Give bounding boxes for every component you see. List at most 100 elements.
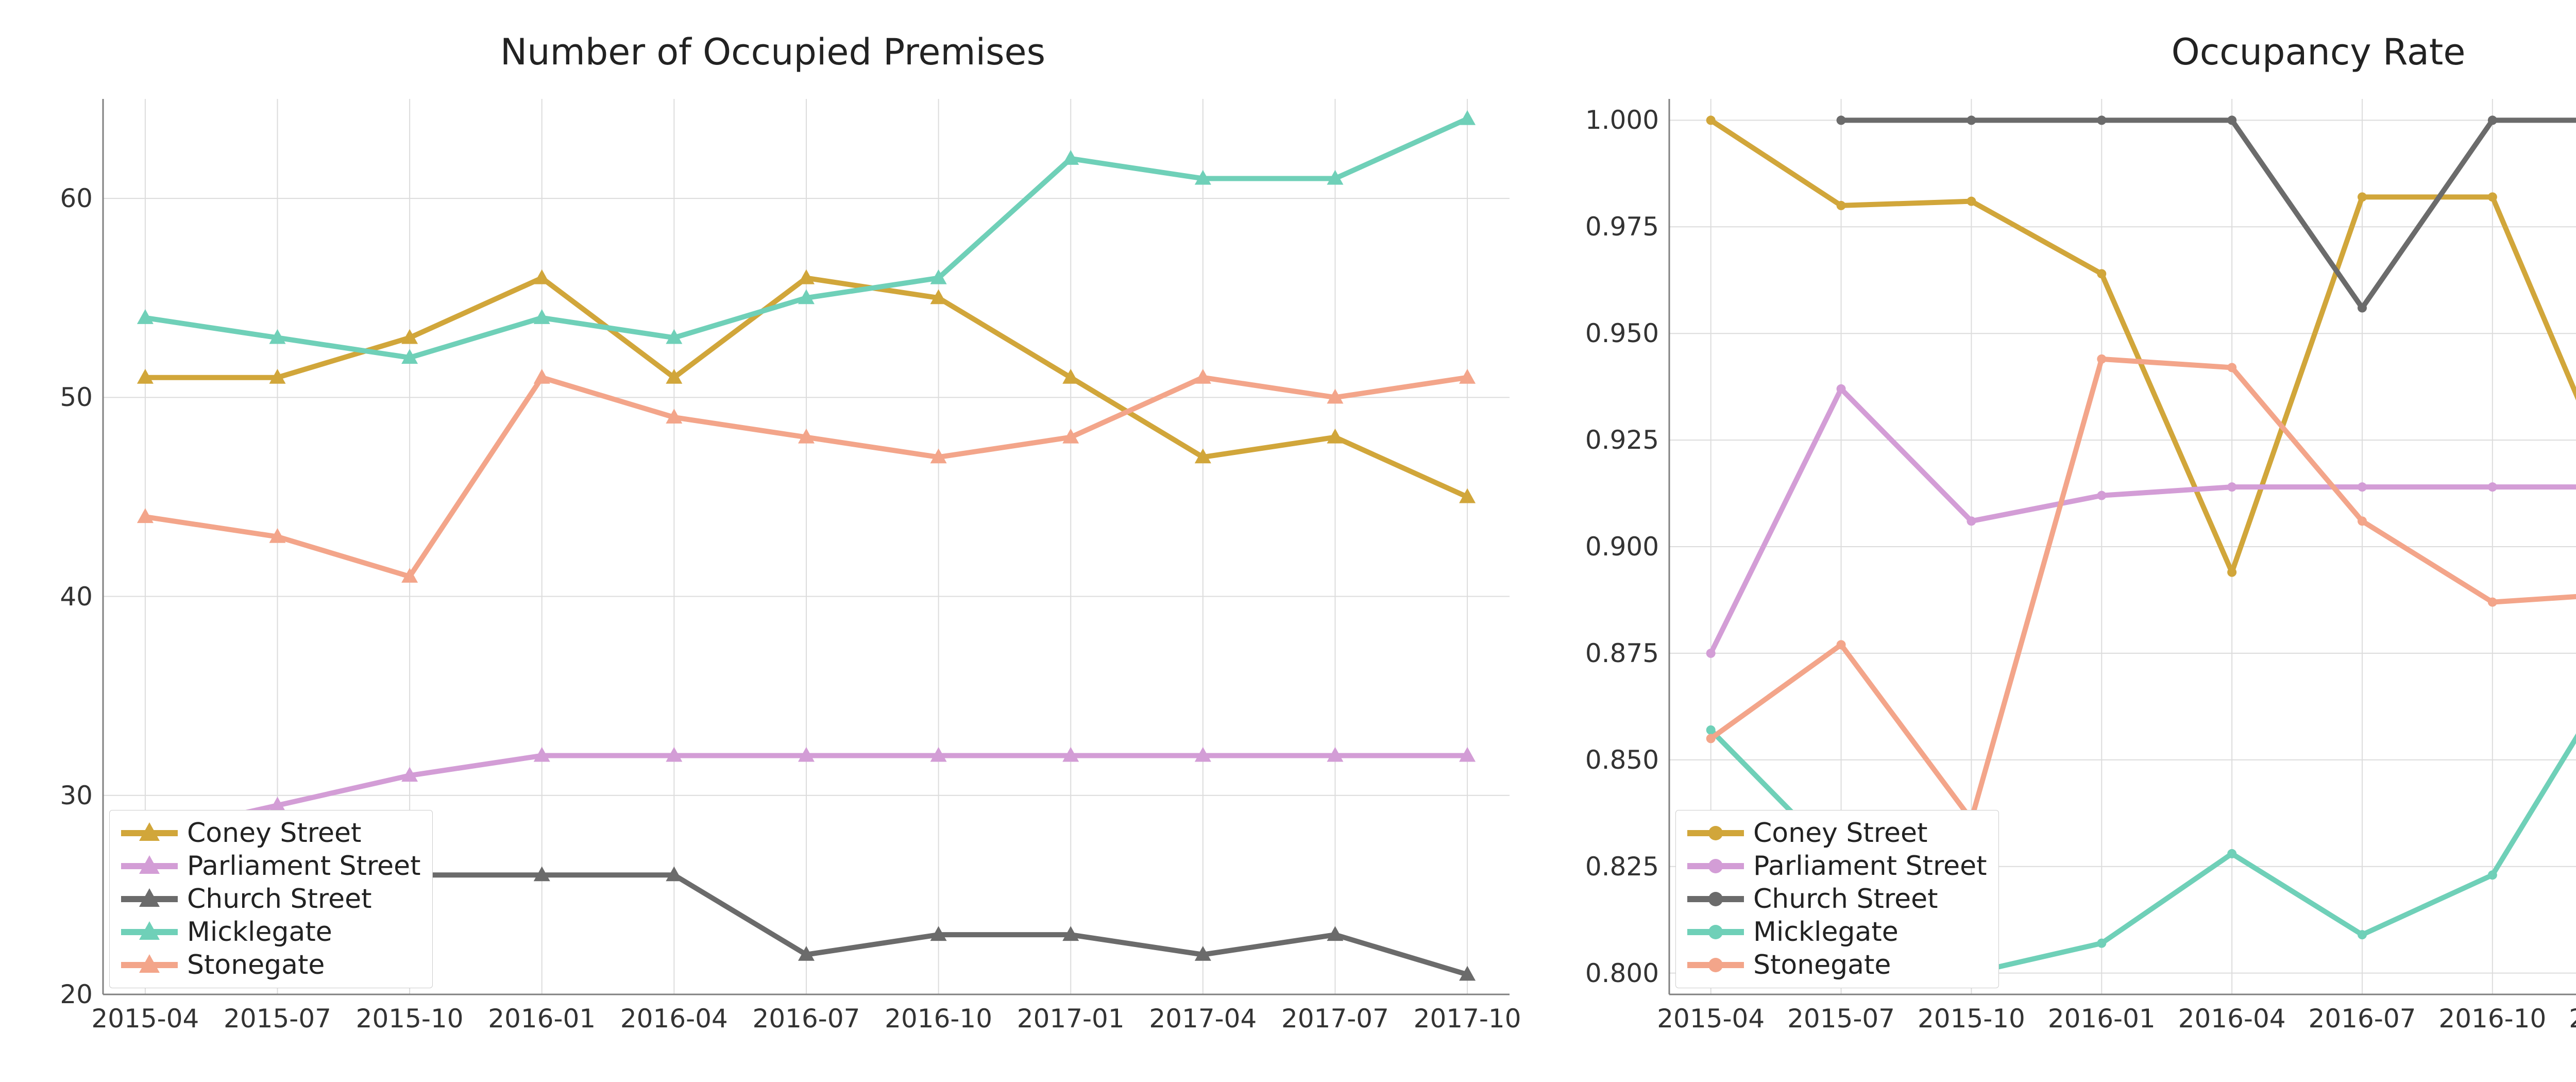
right-legend-item: Micklegate — [1687, 917, 1987, 948]
left-legend-swatch — [121, 920, 178, 944]
right-series-marker — [2097, 491, 2106, 500]
left-ytick-label: 20 — [60, 979, 93, 1009]
right-series-marker — [2358, 930, 2367, 939]
figure: Number of Occupied Premises 203040506020… — [0, 0, 2576, 1082]
right-legend-label: Stonegate — [1753, 950, 1891, 980]
left-legend-swatch — [121, 854, 178, 878]
right-series-marker — [1967, 516, 1976, 526]
right-xtick-label: 2015-07 — [1787, 1004, 1895, 1034]
right-series-marker — [1837, 115, 1846, 125]
right-series-marker — [1837, 384, 1846, 394]
right-series-marker — [1706, 649, 1716, 658]
left-xtick-label: 2017-10 — [1414, 1004, 1521, 1034]
right-ytick-label: 0.875 — [1585, 638, 1659, 668]
right-series-marker — [2227, 568, 2236, 577]
right-legend-swatch — [1687, 857, 1744, 875]
left-xtick-label: 2016-10 — [885, 1004, 992, 1034]
right-plot-area: 0.8000.8250.8500.8750.9000.9250.9500.975… — [1669, 99, 2576, 994]
right-series-marker — [2358, 516, 2367, 526]
right-legend-label: Coney Street — [1753, 818, 1927, 849]
right-legend-item: Church Street — [1687, 884, 1987, 915]
right-series-marker — [2358, 482, 2367, 492]
right-xtick-label: 2015-04 — [1657, 1004, 1765, 1034]
left-xtick-label: 2015-10 — [356, 1004, 464, 1034]
right-ytick-label: 0.975 — [1585, 212, 1659, 242]
right-xtick-label: 2016-04 — [2178, 1004, 2286, 1034]
left-legend-item: Church Street — [121, 884, 421, 915]
left-legend: Coney StreetParliament StreetChurch Stre… — [109, 810, 433, 988]
left-legend-label: Micklegate — [187, 917, 332, 948]
right-legend-swatch — [1687, 923, 1744, 941]
left-legend-label: Parliament Street — [187, 851, 421, 882]
left-ytick-label: 40 — [60, 582, 93, 612]
right-ytick-label: 0.800 — [1585, 958, 1659, 988]
right-series-marker — [1706, 734, 1716, 743]
left-legend-label: Stonegate — [187, 950, 325, 980]
right-series-marker — [1967, 197, 1976, 206]
left-xtick-label: 2016-07 — [753, 1004, 860, 1034]
left-xtick-label: 2015-07 — [224, 1004, 331, 1034]
left-legend-label: Coney Street — [187, 818, 361, 849]
right-series-marker — [2097, 354, 2106, 364]
left-xtick-label: 2016-04 — [620, 1004, 728, 1034]
right-series-marker — [1967, 115, 1976, 125]
right-ytick-label: 0.950 — [1585, 318, 1659, 348]
left-xtick-label: 2016-01 — [488, 1004, 596, 1034]
left-ytick-label: 30 — [60, 781, 93, 810]
left-panel: Number of Occupied Premises 203040506020… — [0, 0, 1546, 1082]
right-series-marker — [2358, 303, 2367, 313]
left-legend-item: Micklegate — [121, 917, 421, 948]
right-chart-title: Occupancy Rate — [1566, 31, 2576, 73]
left-xtick-label: 2017-07 — [1281, 1004, 1389, 1034]
left-legend-swatch — [121, 887, 178, 911]
right-series-marker — [2358, 192, 2367, 201]
right-plot-wrap: 0.8000.8250.8500.8750.9000.9250.9500.975… — [1566, 83, 2576, 1051]
left-legend-item: Stonegate — [121, 950, 421, 980]
right-series-marker — [2097, 115, 2106, 125]
right-series-marker — [2227, 363, 2236, 372]
right-series-marker — [1837, 640, 1846, 649]
left-legend-swatch — [121, 821, 178, 846]
left-legend-label: Church Street — [187, 884, 372, 915]
right-series-marker — [2227, 482, 2236, 492]
left-chart-title: Number of Occupied Premises — [21, 31, 1525, 73]
right-ytick-label: 0.900 — [1585, 532, 1659, 562]
left-plot-wrap: 20304050602015-042015-072015-102016-0120… — [21, 83, 1525, 1051]
right-series-marker — [2488, 115, 2497, 125]
right-xtick-label: 2016-10 — [2438, 1004, 2546, 1034]
right-xtick-label: 2015-10 — [1918, 1004, 2025, 1034]
right-series-marker — [1706, 115, 1716, 125]
right-series-marker — [2097, 939, 2106, 948]
right-legend: Coney StreetParliament StreetChurch Stre… — [1675, 810, 1999, 988]
right-legend-item: Coney Street — [1687, 818, 1987, 849]
right-legend-label: Parliament Street — [1753, 851, 1987, 882]
right-series-marker — [1837, 201, 1846, 210]
right-legend-item: Parliament Street — [1687, 851, 1987, 882]
left-ytick-label: 50 — [60, 382, 93, 412]
right-panel: Occupancy Rate 0.8000.8250.8500.8750.900… — [1546, 0, 2576, 1082]
left-xtick-label: 2017-04 — [1149, 1004, 1257, 1034]
right-legend-swatch — [1687, 824, 1744, 842]
right-xtick-label: 2016-07 — [2309, 1004, 2416, 1034]
left-legend-item: Coney Street — [121, 818, 421, 849]
right-series-marker — [2227, 115, 2236, 125]
right-series-marker — [2488, 598, 2497, 607]
right-series-marker — [2488, 482, 2497, 492]
right-series-marker — [2488, 870, 2497, 880]
right-ytick-label: 0.850 — [1585, 745, 1659, 775]
left-plot-area: 20304050602015-042015-072015-102016-0120… — [103, 99, 1510, 994]
right-ytick-label: 1.000 — [1585, 105, 1659, 135]
right-series-marker — [2227, 849, 2236, 858]
right-legend-label: Church Street — [1753, 884, 1938, 915]
left-xtick-label: 2017-01 — [1017, 1004, 1125, 1034]
right-legend-swatch — [1687, 890, 1744, 908]
right-legend-label: Micklegate — [1753, 917, 1899, 948]
right-series-marker — [2097, 269, 2106, 278]
right-xtick-label: 2017-01 — [2569, 1004, 2576, 1034]
right-ytick-label: 0.825 — [1585, 852, 1659, 882]
left-ytick-label: 60 — [60, 183, 93, 213]
right-xtick-label: 2016-01 — [2048, 1004, 2156, 1034]
right-legend-swatch — [1687, 956, 1744, 974]
right-series-marker — [2488, 192, 2497, 201]
left-legend-swatch — [121, 953, 178, 977]
